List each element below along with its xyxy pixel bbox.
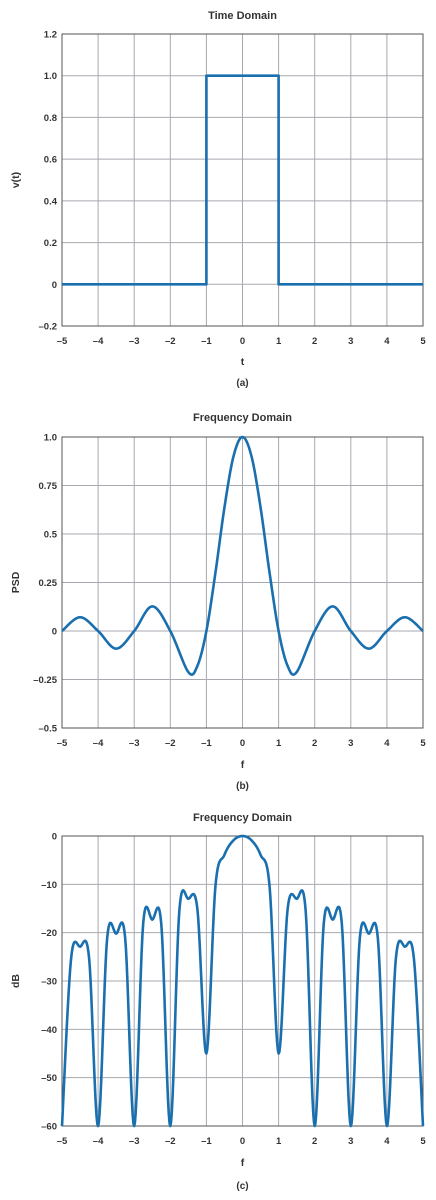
y-tick-label: –0.2 xyxy=(39,322,58,333)
x-tick-label: 1 xyxy=(276,738,282,749)
x-tick-label: 5 xyxy=(420,1136,426,1147)
x-axis-label: t xyxy=(241,356,245,368)
y-tick-label: 0 xyxy=(52,627,57,638)
y-tick-label: –50 xyxy=(41,1073,57,1084)
chart-title: Time Domain xyxy=(208,10,277,22)
y-tick-label: 0 xyxy=(52,832,57,843)
y-tick-label: –20 xyxy=(41,928,57,939)
panel-caption: (a) xyxy=(236,378,248,389)
panel-c: –5 –4 –3 –2 –1 0 1 2 3 4 5–60–50–40–30–20–100Frequ… xyxy=(10,812,426,1192)
x-tick-label: –4 xyxy=(93,738,104,749)
x-tick-label: 4 xyxy=(384,1136,390,1147)
y-tick-label: 1.0 xyxy=(44,433,57,444)
y-tick-label: –60 xyxy=(41,1122,57,1133)
series-line xyxy=(61,435,424,676)
y-tick-label: 0.75 xyxy=(39,481,58,492)
x-tick-label: –1 xyxy=(201,1136,212,1147)
chart-title: Frequency Domain xyxy=(193,412,292,424)
y-axis-label: v(t) xyxy=(10,172,22,188)
x-tick-label: –3 xyxy=(129,738,140,749)
panel-caption: (b) xyxy=(236,781,249,792)
y-tick-label: –0.25 xyxy=(33,675,57,686)
x-tick-label: –1 xyxy=(201,738,212,749)
x-tick-label: 5 xyxy=(420,336,426,347)
y-tick-label: 0.25 xyxy=(39,578,58,589)
x-tick-label: 2 xyxy=(312,1136,317,1147)
series-line xyxy=(62,74,423,286)
x-tick-label: 3 xyxy=(348,336,353,347)
x-tick-label: 0 xyxy=(240,738,245,749)
y-tick-label: 0.4 xyxy=(44,196,58,207)
x-tick-label: 0 xyxy=(240,336,245,347)
y-tick-label: –0.5 xyxy=(39,724,58,735)
x-tick-label: 0 xyxy=(240,1136,245,1147)
plot-frame xyxy=(61,33,424,327)
x-tick-label: 3 xyxy=(348,738,353,749)
x-tick-label: 2 xyxy=(312,738,317,749)
x-tick-label: –2 xyxy=(165,1136,176,1147)
x-axis-label: f xyxy=(241,1157,245,1169)
y-tick-label: –30 xyxy=(41,977,57,988)
y-tick-label: 0.6 xyxy=(44,155,57,166)
x-tick-label: –3 xyxy=(129,1136,140,1147)
y-tick-label: 0.5 xyxy=(44,530,58,541)
x-tick-label: –2 xyxy=(165,738,176,749)
x-tick-label: 5 xyxy=(420,738,426,749)
panel-b: –5 –4 –3 –2 –1 0 1 2 3 4 5 –0.5 –0.25 0 0.25 0.5 0.75 1.0… xyxy=(10,412,426,792)
x-tick-label: –2 xyxy=(165,336,176,347)
y-tick-label: 1.2 xyxy=(44,30,57,41)
panel-a: –5 –4 –3 –2 –1 0 1 2 3 4 5 –0.2 0 0.2 0.4 0.6 0.8 1.0 1.2 T… xyxy=(10,10,426,389)
chart-title: Frequency Domain xyxy=(193,812,292,824)
y-axis-label: dB xyxy=(10,974,22,988)
x-tick-label: 3 xyxy=(348,1136,353,1147)
x-tick-label: –5 xyxy=(57,1136,68,1147)
x-tick-label: 1 xyxy=(276,336,282,347)
x-tick-label: –1 xyxy=(201,336,212,347)
x-tick-label: –4 xyxy=(93,1136,104,1147)
y-tick-label: –40 xyxy=(41,1025,57,1036)
y-tick-label: 0 xyxy=(52,280,57,291)
x-tick-label: –3 xyxy=(129,336,140,347)
panel-caption: (c) xyxy=(236,1181,248,1192)
x-tick-label: 2 xyxy=(312,336,317,347)
x-tick-label: –4 xyxy=(93,336,104,347)
y-tick-label: –10 xyxy=(41,880,57,891)
x-tick-label: 4 xyxy=(384,738,390,749)
y-axis-label: PSD xyxy=(10,571,22,593)
x-tick-label: –5 xyxy=(57,336,68,347)
series-line xyxy=(60,834,425,1128)
x-axis-label: f xyxy=(241,759,245,771)
y-tick-label: 0.8 xyxy=(44,113,57,124)
x-tick-label: 4 xyxy=(384,336,390,347)
y-tick-label: 0.2 xyxy=(44,238,57,249)
y-tick-label: 1.0 xyxy=(44,71,57,82)
x-tick-label: 1 xyxy=(276,1136,282,1147)
x-tick-label: –5 xyxy=(57,738,68,749)
